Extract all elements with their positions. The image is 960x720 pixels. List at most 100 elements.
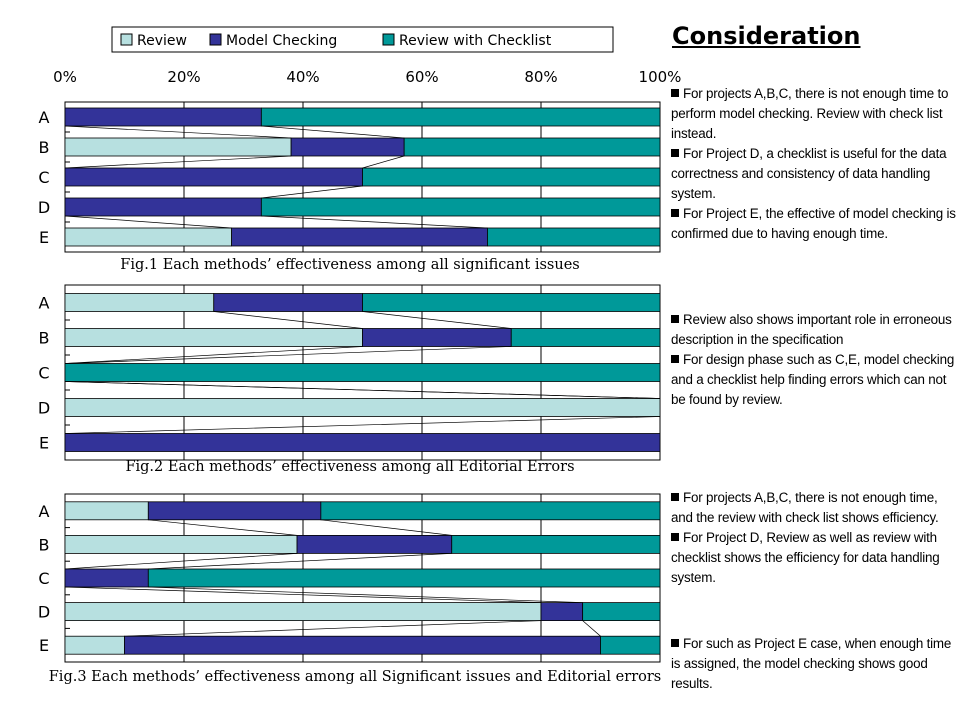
figure-caption: Fig.1 Each methods’ effectiveness among … bbox=[120, 257, 579, 273]
category-label: D bbox=[38, 399, 50, 418]
consideration-note-text: For Project D, a checklist is useful for… bbox=[671, 146, 947, 201]
series-connector-line bbox=[261, 215, 488, 229]
legend: Review Model Checking Review with Checklis… bbox=[111, 26, 614, 53]
bar-segment bbox=[451, 535, 661, 554]
series-connector-line bbox=[64, 553, 298, 570]
consideration-note-text: For such as Project E case, when enough … bbox=[671, 636, 952, 691]
legend-swatch bbox=[382, 33, 395, 46]
x-axis-tick-label: 100% bbox=[639, 68, 682, 86]
x-axis-tick-label: 0% bbox=[53, 68, 77, 86]
consideration-note: For Project D, Review as well as review … bbox=[671, 528, 959, 588]
legend-swatch bbox=[120, 33, 133, 46]
consideration-note-text: For Project D, Review as well as review … bbox=[671, 530, 940, 585]
bar-segment bbox=[600, 635, 661, 655]
square-bullet-icon bbox=[671, 639, 679, 647]
bar-segment bbox=[64, 433, 661, 452]
category-label: A bbox=[39, 502, 50, 521]
x-axis-tick-label: 80% bbox=[524, 68, 557, 86]
square-bullet-icon bbox=[671, 355, 679, 363]
bar-segment bbox=[64, 227, 233, 247]
bar-segment bbox=[320, 501, 661, 521]
consideration-note-text: For projects A,B,C, there is not enough … bbox=[671, 490, 939, 525]
consideration-note: For such as Project E case, when enough … bbox=[671, 634, 959, 694]
consideration-note-text: Review also shows important role in erro… bbox=[671, 312, 952, 347]
series-connector-line bbox=[64, 586, 542, 603]
category-label: D bbox=[38, 198, 50, 217]
bar-segment bbox=[290, 137, 405, 157]
category-label: C bbox=[38, 168, 49, 187]
bar-segment bbox=[213, 293, 363, 312]
square-bullet-icon bbox=[671, 493, 679, 501]
figure-caption: Fig.3 Each methods’ effectiveness among … bbox=[49, 669, 661, 685]
bar-segment bbox=[362, 167, 661, 187]
series-connector-line bbox=[148, 586, 583, 603]
series-connector-line bbox=[64, 346, 363, 364]
consideration-notes-group-4: For such as Project E case, when enough … bbox=[671, 634, 959, 694]
bar-segment bbox=[231, 227, 488, 247]
series-connector-line bbox=[124, 620, 542, 637]
series-connector-line bbox=[64, 416, 661, 434]
bar-segment bbox=[64, 501, 149, 521]
category-label: A bbox=[39, 108, 50, 127]
category-label: A bbox=[39, 294, 50, 313]
consideration-note-text: For projects A,B,C, there is not enough … bbox=[671, 86, 949, 141]
consideration-note: For Project E, the effective of model ch… bbox=[671, 204, 959, 244]
x-axis-tick-label: 20% bbox=[167, 68, 200, 86]
series-connector-line bbox=[64, 155, 292, 169]
square-bullet-icon bbox=[671, 149, 679, 157]
consideration-note: Review also shows important role in erro… bbox=[671, 310, 959, 350]
consideration-notes-group-3: For projects A,B,C, there is not enough … bbox=[671, 488, 959, 588]
category-label: B bbox=[39, 138, 50, 157]
category-label: C bbox=[38, 569, 49, 588]
category-label: B bbox=[39, 329, 50, 348]
series-connector-line bbox=[320, 519, 452, 536]
category-label: E bbox=[39, 228, 49, 247]
consideration-title: Consideration bbox=[672, 22, 861, 50]
legend-box bbox=[111, 26, 614, 53]
bar-segment bbox=[582, 602, 661, 621]
bar-segment bbox=[64, 363, 661, 382]
series-connector-line bbox=[261, 125, 405, 139]
series-connector-line bbox=[64, 381, 661, 399]
category-label: E bbox=[39, 434, 49, 453]
bar-segment bbox=[403, 137, 661, 157]
bar-segment bbox=[362, 328, 512, 347]
consideration-notes-group-1: For projects A,B,C, there is not enough … bbox=[671, 84, 959, 244]
bar-segment bbox=[64, 293, 215, 312]
bar-segment bbox=[64, 107, 262, 127]
consideration-note: For projects A,B,C, there is not enough … bbox=[671, 488, 959, 528]
bar-segment bbox=[296, 535, 453, 554]
bar-segment bbox=[64, 398, 661, 417]
category-label: E bbox=[39, 636, 49, 655]
bar-segment bbox=[64, 167, 363, 187]
consideration-note: For Project D, a checklist is useful for… bbox=[671, 144, 959, 204]
series-connector-line bbox=[148, 553, 452, 570]
series-connector-line bbox=[582, 620, 601, 637]
bar-segment bbox=[260, 197, 661, 217]
square-bullet-icon bbox=[671, 209, 679, 217]
bar-segment bbox=[487, 227, 661, 247]
bar-segment bbox=[64, 535, 298, 554]
consideration-note: For design phase such as C,E, model chec… bbox=[671, 350, 959, 410]
category-label: D bbox=[38, 603, 50, 622]
consideration-note-text: For Project E, the effective of model ch… bbox=[671, 206, 956, 241]
x-axis-tick-label: 60% bbox=[405, 68, 438, 86]
bar-segment bbox=[147, 568, 661, 588]
series-connector-line bbox=[362, 155, 405, 169]
bar-segment bbox=[64, 137, 292, 157]
bar-segment bbox=[260, 107, 661, 127]
consideration-note: For projects A,B,C, there is not enough … bbox=[671, 84, 959, 144]
consideration-notes-group-2: Review also shows important role in erro… bbox=[671, 310, 959, 410]
bar-segment bbox=[64, 635, 125, 655]
square-bullet-icon bbox=[671, 533, 679, 541]
consideration-note-text: For design phase such as C,E, model chec… bbox=[671, 352, 955, 407]
bar-segment bbox=[540, 602, 584, 621]
legend-label: Review bbox=[137, 33, 187, 49]
bar-segment bbox=[124, 635, 601, 655]
series-connector-line bbox=[213, 311, 363, 329]
series-connector-line bbox=[148, 519, 298, 536]
series-connector-line bbox=[64, 346, 512, 364]
legend-label: Model Checking bbox=[226, 33, 337, 49]
